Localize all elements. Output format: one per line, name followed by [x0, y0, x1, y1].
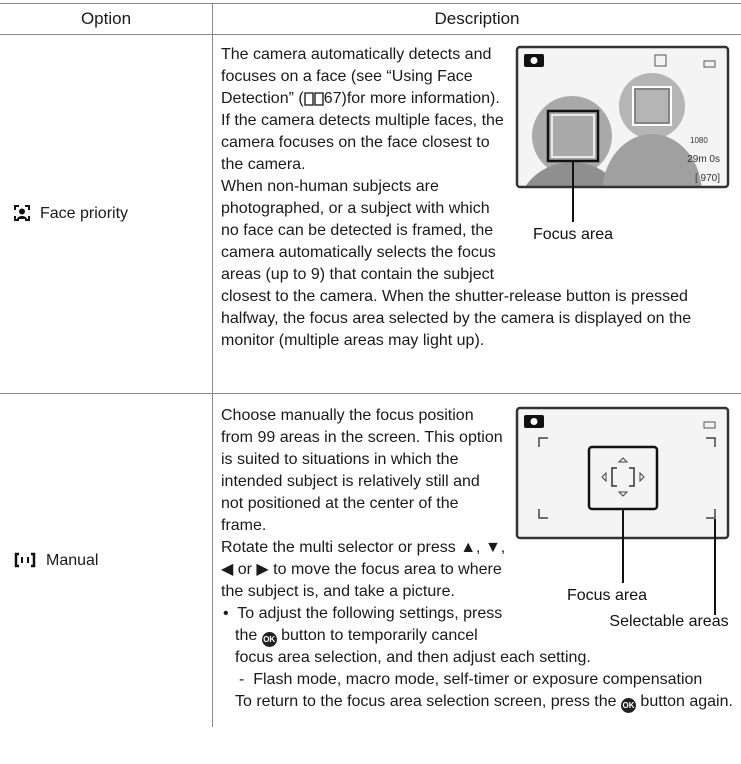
figure-caption: Focus area	[533, 226, 613, 243]
table-row: Manual Focus area Selectable areas Choos…	[0, 394, 741, 728]
figure: 1080 29m 0s [ 970] Focus area	[512, 44, 734, 266]
text: 67)for more information).	[324, 90, 500, 107]
description-cell: Focus area Selectable areas Choose manua…	[213, 394, 741, 728]
header-cell: Description	[213, 4, 741, 35]
option-cell: Manual	[0, 394, 213, 728]
face-icon	[14, 205, 30, 221]
ok-icon: OK	[621, 698, 636, 713]
option-label: Manual	[46, 552, 98, 569]
header-row: Option Description	[0, 4, 741, 35]
description-cell: 1080 29m 0s [ 970] Focus area The camera…	[213, 35, 741, 394]
table-row: Face priority 1080	[0, 35, 741, 394]
sub-bullet: - Flash mode, macro mode, self-timer or …	[221, 669, 734, 691]
ok-icon: OK	[262, 632, 277, 647]
figure: Focus area Selectable areas	[512, 405, 734, 647]
sub-marker: -	[239, 671, 244, 688]
screen-text: 29m 0s	[687, 154, 720, 165]
option-label: Face priority	[40, 205, 128, 222]
book-icon	[304, 91, 324, 106]
paragraph: To return to the focus area selection sc…	[221, 691, 734, 713]
option-cell: Face priority	[0, 35, 213, 394]
option-table: Option Description Face priority	[0, 3, 741, 727]
header-cell: Option	[0, 4, 213, 35]
screen-text: 1080	[690, 136, 708, 145]
figure-caption: Focus area	[567, 587, 647, 604]
manual-icon	[14, 552, 36, 568]
screen-illustration: Focus area Selectable areas	[512, 405, 734, 645]
text: To return to the focus area selection sc…	[235, 693, 621, 710]
page: Option Description Face priority	[0, 3, 741, 764]
bullet-marker: •	[223, 605, 229, 622]
text: Flash mode, macro mode, self-timer or ex…	[253, 671, 702, 688]
text: button again.	[636, 693, 733, 710]
figure-caption: Selectable areas	[609, 613, 728, 630]
screen-text: [ 970]	[695, 173, 720, 184]
screen-illustration: 1080 29m 0s [ 970] Focus area	[512, 44, 734, 254]
